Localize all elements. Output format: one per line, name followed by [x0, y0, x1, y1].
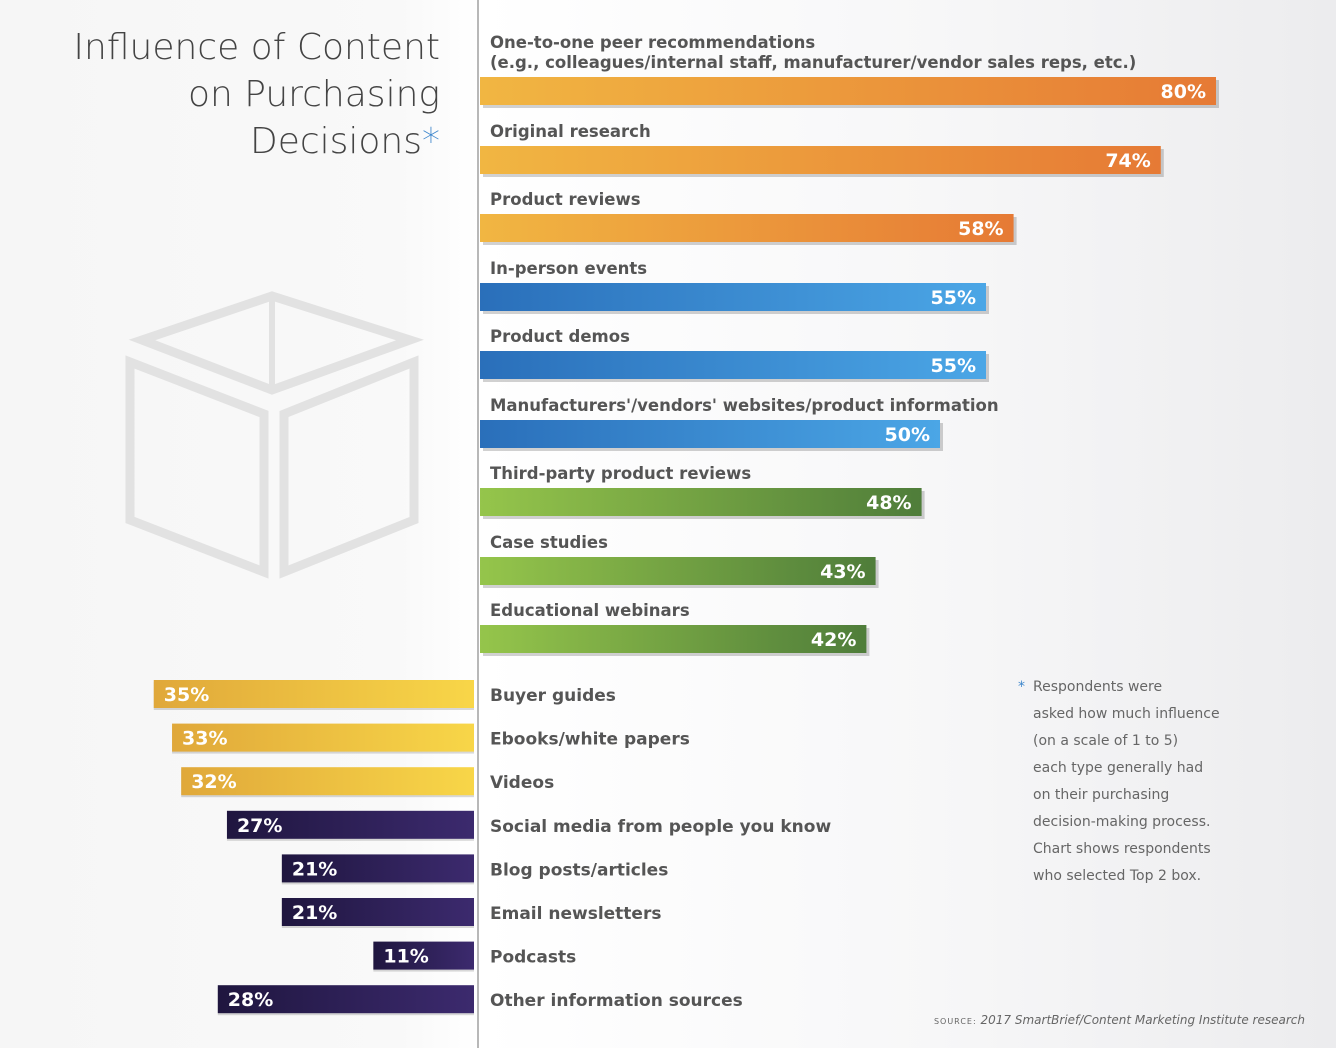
- bar: [480, 214, 1014, 242]
- category-label: Case studies: [490, 533, 608, 552]
- footnote-line: decision-making process.: [1033, 814, 1211, 830]
- category-label: Podcasts: [490, 948, 576, 968]
- category-label: In-person events: [490, 259, 647, 278]
- bar-value-label: 74%: [1105, 150, 1150, 172]
- bar-value-label: 80%: [1161, 81, 1206, 103]
- bar: [480, 77, 1216, 105]
- bar-value-label: 11%: [383, 946, 428, 968]
- left-bars-group: 35% Buyer guides 33% Ebooks/white papers 32%…: [153, 680, 831, 1016]
- category-label: Third-party product reviews: [490, 464, 751, 483]
- bar-value-label: 27%: [237, 815, 282, 837]
- category-label: Videos: [490, 773, 554, 793]
- bar: [153, 680, 474, 708]
- footnote-line: on their purchasing: [1033, 787, 1170, 803]
- footnote-line: Chart shows respondents: [1033, 841, 1211, 857]
- footnote-line: asked how much influence: [1033, 706, 1220, 722]
- category-label: Blog posts/articles: [490, 860, 668, 880]
- category-label: (e.g., colleagues/internal staff, manufa…: [490, 53, 1136, 72]
- category-label: Product demos: [490, 327, 630, 346]
- category-label: Email newsletters: [490, 904, 661, 924]
- right-bars-group: One-to-one peer recommendations(e.g., co…: [480, 33, 1219, 656]
- title-line-3-wrap: Decisions*: [40, 118, 440, 165]
- title-line-1: Influence of Content: [73, 27, 440, 68]
- footnote-text: Respondents were asked how much influenc…: [1033, 674, 1228, 890]
- footnote-line: (on a scale of 1 to 5): [1033, 733, 1179, 749]
- bar: [217, 985, 474, 1014]
- bar-value-label: 55%: [931, 287, 976, 309]
- footnote-marker: *: [1018, 679, 1025, 695]
- bar: [172, 723, 474, 752]
- bar-value-label: 32%: [191, 771, 236, 793]
- bar: [480, 488, 922, 516]
- footnote-line: Respondents were: [1033, 679, 1163, 695]
- footnote: * Respondents were asked how much influe…: [1018, 674, 1228, 890]
- category-label: Educational webinars: [490, 601, 690, 620]
- title-line-3: Decisions: [249, 121, 422, 162]
- bar: [281, 898, 474, 926]
- source-text: 2017 SmartBrief/Content Marketing Instit…: [980, 1013, 1305, 1027]
- bar-value-label: 33%: [182, 728, 227, 750]
- bar: [373, 941, 474, 970]
- category-label: Social media from people you know: [490, 817, 831, 837]
- source-credit: SOURCE: 2017 SmartBrief/Content Marketin…: [880, 1013, 1305, 1027]
- bar-value-label: 28%: [228, 989, 273, 1011]
- bar-value-label: 48%: [866, 492, 911, 514]
- bar-value-label: 50%: [885, 424, 930, 446]
- bar: [281, 854, 474, 883]
- bar: [480, 420, 940, 448]
- category-label: Other information sources: [490, 991, 743, 1011]
- bar: [480, 557, 876, 585]
- bar-value-label: 35%: [164, 684, 209, 706]
- source-label: SOURCE:: [933, 1017, 977, 1026]
- title-line-2: on Purchasing: [187, 74, 440, 115]
- bar: [226, 810, 474, 839]
- bar-value-label: 43%: [820, 561, 865, 583]
- cube-icon: [125, 291, 424, 579]
- bar-value-label: 55%: [931, 355, 976, 377]
- category-label: Original research: [490, 122, 651, 141]
- bar: [480, 283, 986, 311]
- bar-value-label: 58%: [958, 218, 1003, 240]
- footnote-line: who selected Top 2 box.: [1033, 868, 1202, 884]
- chart-title: Influence of Content on Purchasing Decis…: [40, 24, 440, 165]
- title-asterisk: *: [422, 121, 440, 162]
- bar: [480, 351, 986, 379]
- footnote-line: each type generally had: [1033, 760, 1204, 776]
- bar: [480, 625, 867, 653]
- category-label: Buyer guides: [490, 686, 616, 706]
- bar-value-label: 21%: [292, 858, 337, 880]
- bar: [181, 767, 474, 796]
- category-label: Ebooks/white papers: [490, 730, 690, 750]
- category-label: Product reviews: [490, 190, 641, 209]
- category-label: Manufacturers'/vendors' websites/product…: [490, 396, 999, 415]
- bar-value-label: 21%: [292, 902, 337, 924]
- bar-value-label: 42%: [811, 629, 856, 651]
- category-label: One-to-one peer recommendations: [490, 33, 815, 52]
- bar: [480, 146, 1161, 174]
